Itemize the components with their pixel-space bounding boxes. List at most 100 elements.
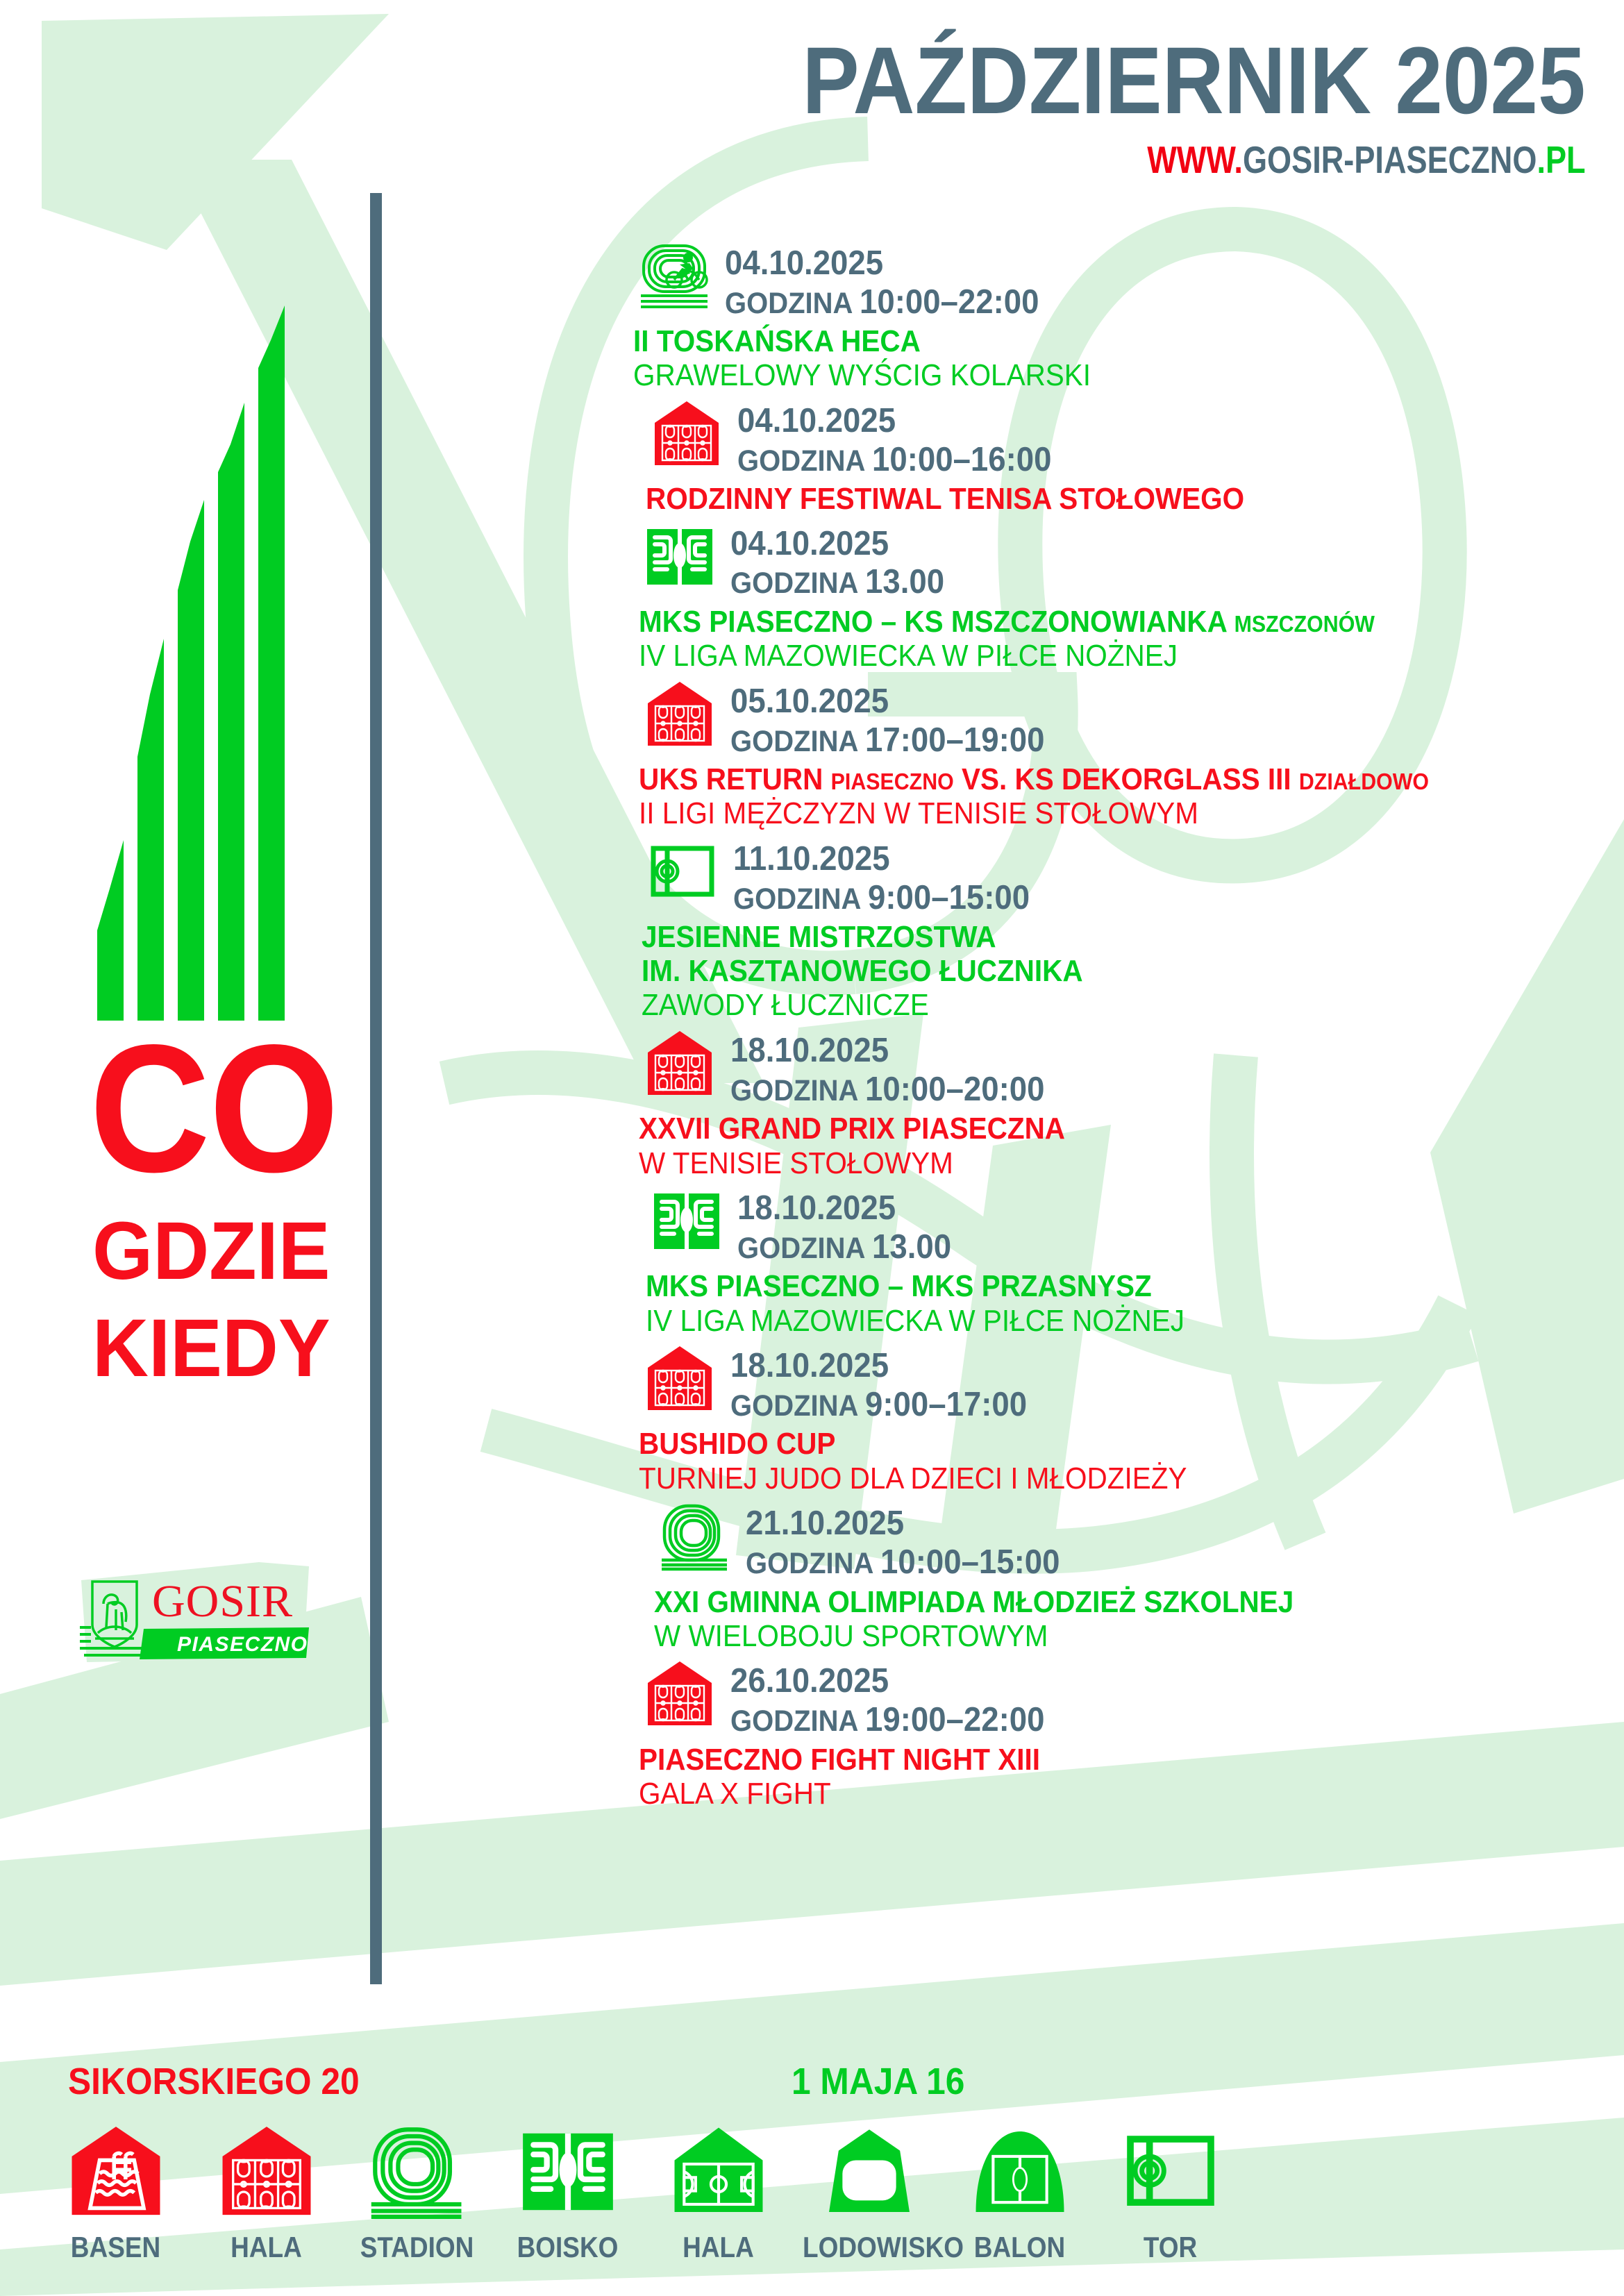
gosir-logo[interactable]: GOSIR PIASECZNO — [80, 1561, 309, 1665]
legend-item[interactable]: TOR — [1095, 2122, 1246, 2264]
sports-hall-icon — [648, 1346, 712, 1411]
event-venue-icon — [646, 1187, 728, 1256]
event-item[interactable]: 04.10.2025 GODZINA 10:00–16:00 RODZINNY FE… — [633, 399, 1564, 516]
legend-label: HALA — [231, 2231, 302, 2263]
legend-icon — [794, 2122, 944, 2220]
legend-icon — [191, 2122, 342, 2220]
ascending-bars-graphic — [97, 305, 285, 1021]
event-header: 26.10.2025 GODZINA 19:00–22:00 — [639, 1659, 1564, 1739]
event-when: 18.10.2025 GODZINA 13.00 — [737, 1187, 967, 1266]
event-time: GODZINA 10:00–15:00 — [746, 1543, 1060, 1582]
event-time-label: GODZINA — [737, 1232, 873, 1266]
event-venue-icon — [633, 242, 715, 311]
gosir-wordmark: GOSIR — [152, 1576, 293, 1627]
legend-icon — [342, 2122, 492, 2220]
event-body: PIASECZNO FIGHT NIGHT XIII GALA X FIGHT — [639, 1743, 1564, 1812]
event-time-value: 13.00 — [872, 1228, 952, 1266]
event-body: RODZINNY FESTIWAL TENISA STOŁOWEGO — [646, 482, 1564, 516]
heading-gdzie: GDZIE — [92, 1205, 330, 1297]
event-time-value: 9:00–17:00 — [865, 1386, 1028, 1424]
event-title-main: BUSHIDO CUP — [639, 1427, 836, 1461]
address-1maja: 1 MAJA 16 — [792, 2061, 965, 2102]
sports-hall-icon — [648, 1661, 712, 1726]
title-block: PAŹDZIERNIK 2025 WWW.GOSIR-PIASECZNO.PL — [715, 33, 1586, 179]
event-when: 26.10.2025 GODZINA 19:00–22:00 — [730, 1659, 1069, 1739]
event-when: 04.10.2025 GODZINA 10:00–16:00 — [737, 399, 1075, 479]
page-title: PAŹDZIERNIK 2025 — [802, 28, 1586, 134]
event-title: JESIENNE MISTRZOSTWA — [642, 920, 1490, 954]
event-time-value: 10:00–16:00 — [872, 440, 1052, 478]
website-url[interactable]: WWW.GOSIR-PIASECZNO.PL — [872, 141, 1586, 179]
legend-label: HALA — [683, 2231, 754, 2263]
legend-icon — [492, 2122, 643, 2220]
event-subtitle: IV LIGA MAZOWIECKA W PIŁCE NOŻNEJ — [639, 639, 1178, 673]
event-subtitle: W TENISIE STOŁOWYM — [639, 1146, 953, 1180]
event-title-main: JESIENNE MISTRZOSTWA — [642, 919, 996, 954]
sports-hall-icon — [648, 681, 712, 746]
legend-item[interactable]: LODOWISKO — [794, 2122, 964, 2264]
event-subtitle: W WIELOBOJU SPORTOWYM — [654, 1618, 1048, 1653]
address-sikorskiego: SIKORSKIEGO 20 — [68, 2061, 360, 2102]
event-body: MKS PIASECZNO – KS MSZCZONOWIANKA MSZCZO… — [639, 605, 1564, 674]
football-pitch-icon — [647, 528, 712, 585]
event-time-value: 10:00–15:00 — [880, 1543, 1060, 1582]
event-venue-icon — [646, 399, 728, 469]
event-time: GODZINA 13.00 — [737, 1227, 951, 1266]
event-item[interactable]: 18.10.2025 GODZINA 10:00–20:00 XXVII GRAND… — [633, 1029, 1564, 1181]
event-header: 18.10.2025 GODZINA 10:00–20:00 — [639, 1029, 1564, 1109]
event-time: GODZINA 10:00–16:00 — [737, 440, 1051, 479]
event-title-city: PIASECZNO — [830, 768, 954, 794]
event-date: 05.10.2025 — [730, 682, 889, 720]
venue-legend: SIKORSKIEGO 20 1 MAJA 16 BASEN HALA STADIO… — [0, 2053, 1624, 2296]
event-item[interactable]: 05.10.2025 GODZINA 17:00–19:00 UKS RETURN … — [633, 680, 1564, 832]
event-venue-icon — [654, 1502, 736, 1571]
event-when: 04.10.2025 GODZINA 13.00 — [730, 522, 960, 602]
legend-item[interactable]: BOISKO — [492, 2122, 643, 2264]
event-body: MKS PIASECZNO – MKS PRZASNYSZ IV LIGA MAZ… — [646, 1269, 1564, 1339]
event-body: BUSHIDO CUP TURNIEJ JUDO DLA DZIECI I MŁO… — [639, 1427, 1564, 1496]
event-title-main: UKS RETURN — [639, 762, 831, 796]
legend-label: BOISKO — [517, 2231, 619, 2263]
event-time-label: GODZINA — [730, 1389, 866, 1423]
legend-item[interactable]: HALA — [643, 2122, 794, 2264]
event-item[interactable]: 11.10.2025 GODZINA 9:00–15:00 JESIENNE MIS… — [633, 837, 1564, 1023]
legend-item[interactable]: BALON — [944, 2122, 1095, 2264]
event-header: 18.10.2025 GODZINA 13.00 — [646, 1187, 1564, 1266]
legend-item[interactable]: STADION — [342, 2122, 492, 2264]
event-title-city: MSZCZONÓW — [1234, 610, 1375, 637]
event-date: 04.10.2025 — [737, 402, 896, 440]
cycling-track-icon — [641, 244, 708, 308]
event-item[interactable]: 04.10.2025 GODZINA 10:00–22:00 II TOSKAŃSK… — [633, 242, 1564, 394]
piaseczno-wordmark: PIASECZNO — [177, 1633, 308, 1656]
event-list: 04.10.2025 GODZINA 10:00–22:00 II TOSKAŃSK… — [633, 242, 1564, 1817]
event-header: 21.10.2025 GODZINA 10:00–15:00 — [654, 1502, 1564, 1582]
event-time: GODZINA 10:00–22:00 — [725, 283, 1039, 321]
event-date: 26.10.2025 — [730, 1662, 889, 1700]
legend-item[interactable]: BASEN — [40, 2122, 191, 2264]
event-item[interactable]: 18.10.2025 GODZINA 9:00–17:00 BUSHIDO CUP T… — [633, 1344, 1564, 1496]
event-title: PIASECZNO FIGHT NIGHT XIII — [639, 1743, 1489, 1777]
event-time-label: GODZINA — [733, 882, 869, 916]
url-domain-part: GOSIR-PIASECZNO — [1243, 138, 1537, 181]
event-date: 04.10.2025 — [725, 244, 884, 282]
event-body: UKS RETURN PIASECZNO VS. KS DEKORGLASS I… — [639, 762, 1564, 832]
event-header: 04.10.2025 GODZINA 13.00 — [639, 522, 1564, 602]
event-header: 04.10.2025 GODZINA 10:00–16:00 — [646, 399, 1564, 479]
event-time: GODZINA 10:00–20:00 — [730, 1070, 1044, 1109]
event-item[interactable]: 18.10.2025 GODZINA 13.00 MKS PIASECZNO – M… — [633, 1187, 1564, 1339]
event-title-line2: IM. KASZTANOWEGO ŁUCZNIKA — [642, 954, 1083, 989]
event-title-vs: VS. KS DEKORGLASS III — [953, 762, 1299, 796]
event-time-label: GODZINA — [730, 1704, 866, 1738]
event-venue-icon — [639, 1029, 721, 1098]
legend-label: STADION — [360, 2231, 474, 2263]
event-item[interactable]: 21.10.2025 GODZINA 10:00–15:00 XXI GMINNA … — [633, 1502, 1564, 1654]
event-item[interactable]: 04.10.2025 GODZINA 13.00 MKS PIASECZNO – K… — [633, 522, 1564, 674]
heading-kiedy: KIEDY — [92, 1302, 330, 1394]
legend-item[interactable]: HALA — [191, 2122, 342, 2264]
event-time-value: 13.00 — [865, 563, 945, 601]
event-subtitle: IV LIGA MAZOWIECKA W PIŁCE NOŻNEJ — [646, 1303, 1185, 1338]
event-item[interactable]: 26.10.2025 GODZINA 19:00–22:00 PIASECZNO F… — [633, 1659, 1564, 1811]
event-time: GODZINA 13.00 — [730, 562, 944, 601]
event-date: 18.10.2025 — [730, 1347, 889, 1385]
